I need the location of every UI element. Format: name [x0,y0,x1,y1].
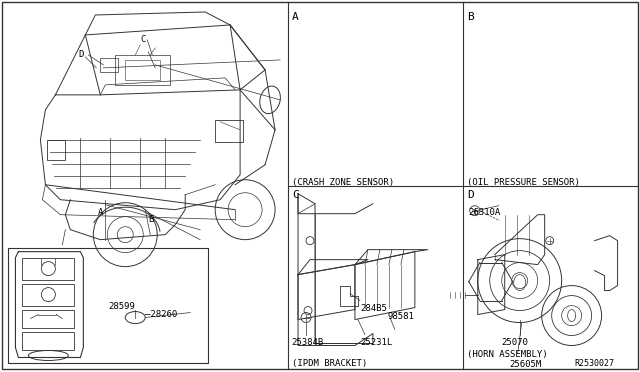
Text: 284B5: 284B5 [360,304,387,312]
Bar [115,55,170,85]
Text: C: C [292,190,299,200]
Text: D: D [467,190,474,200]
Bar [22,283,74,305]
Bar [22,331,74,350]
Bar [125,60,160,80]
Text: C: C [140,35,146,44]
Text: 25384B: 25384B [291,337,323,347]
Bar [47,140,65,160]
Text: 25605M: 25605M [509,360,542,369]
Text: A: A [99,208,104,217]
Bar [22,258,74,280]
Bar [8,248,208,363]
Text: A: A [292,12,299,22]
Bar [100,58,118,72]
Text: (CRASH ZONE SENSOR): (CRASH ZONE SENSOR) [292,178,394,187]
Text: (IPDM BRACKET): (IPDM BRACKET) [292,359,367,369]
Text: 98581: 98581 [388,312,415,321]
Text: (OIL PRESSURE SENSOR): (OIL PRESSURE SENSOR) [467,178,580,187]
Text: R2530027: R2530027 [575,359,614,369]
Bar [22,310,74,327]
Text: 25231L: 25231L [360,337,392,347]
Text: 26310A: 26310A [468,208,501,217]
Text: (HORN ASSEMBLY): (HORN ASSEMBLY) [467,350,547,359]
Text: B: B [467,12,474,22]
Text: D: D [78,50,84,59]
Text: 25070: 25070 [502,337,529,347]
Text: 28599: 28599 [108,302,135,311]
Text: B: B [148,215,154,224]
Text: —28260: —28260 [145,310,177,318]
Bar [215,120,243,142]
